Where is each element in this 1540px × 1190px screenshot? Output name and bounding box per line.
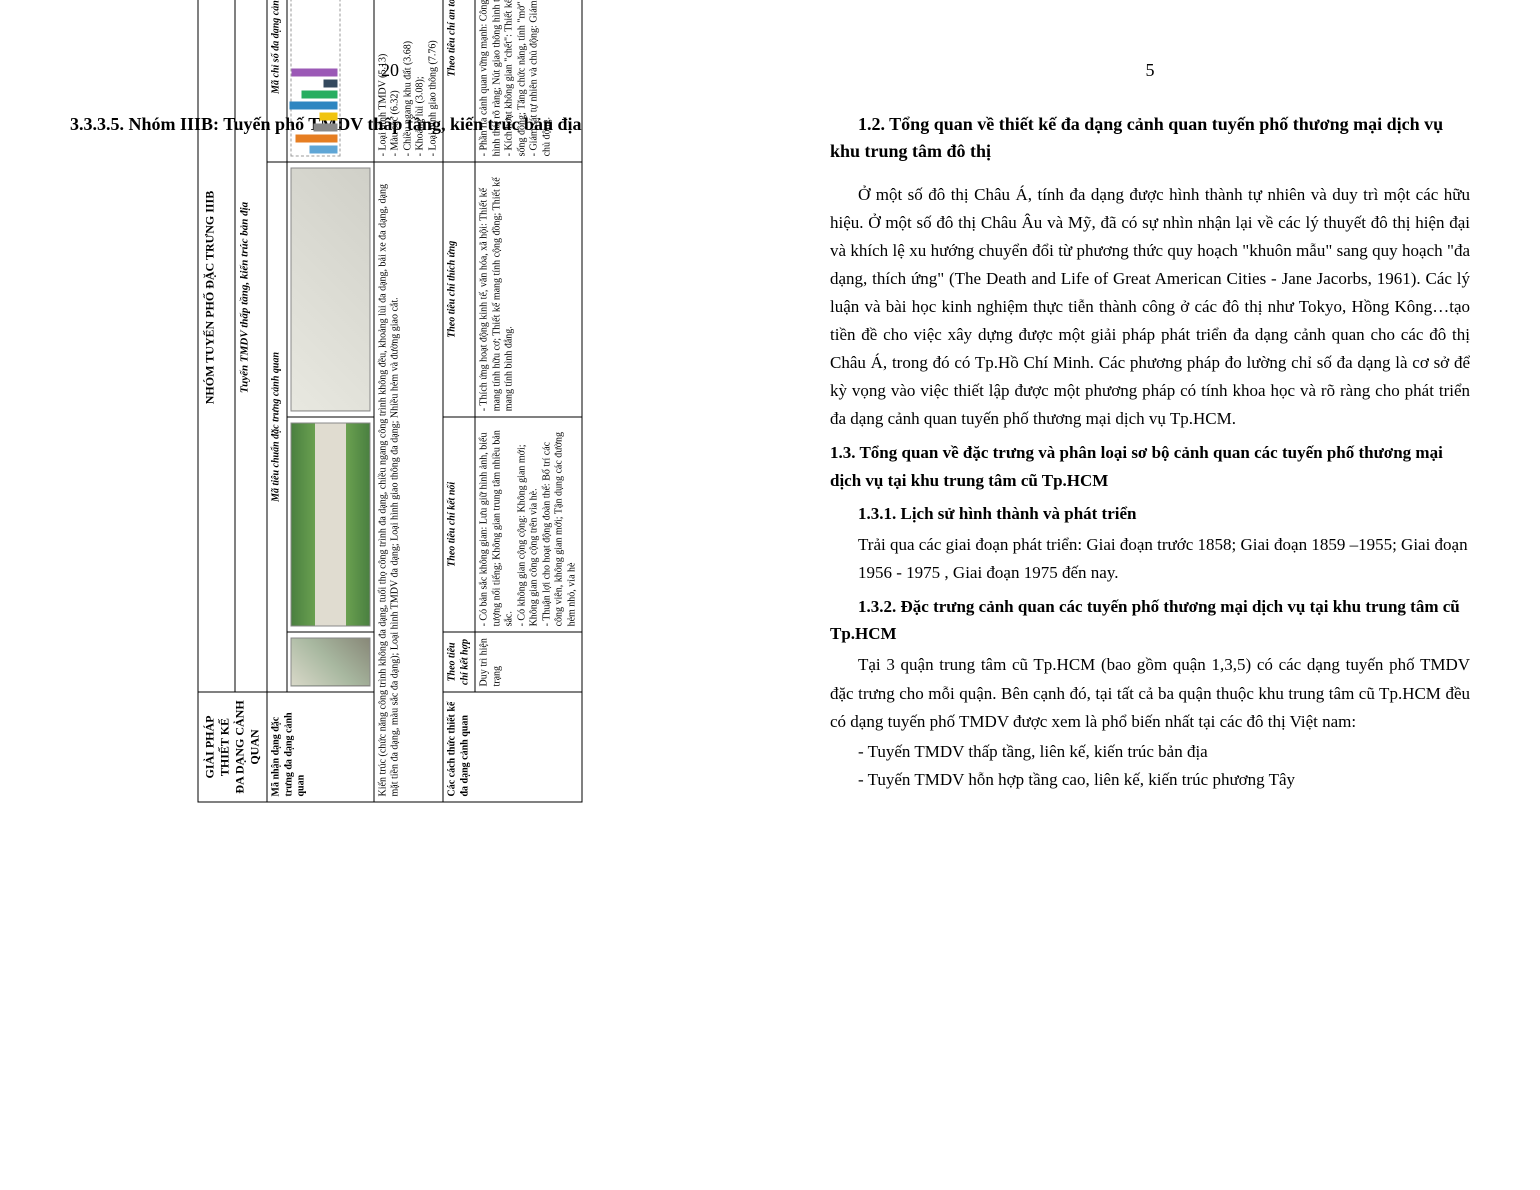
plan-diagram (290, 167, 370, 411)
col1-h: Theo tiêu chí kết hợp (443, 632, 475, 692)
list-item: - Có bản sắc không gian: Lưu giữ hình ản… (479, 422, 517, 626)
row1-label: Mã nhận dạng đặc trưng đa dạng cảnh quan (267, 692, 374, 802)
list-item: - Kích hoạt không gian "chết": Thiết kế … (504, 0, 529, 156)
para-1-2: Ở một số đô thị Châu Á, tính đa dạng đượ… (830, 181, 1470, 433)
col3-h: Theo tiêu chí thích ứng (443, 162, 475, 417)
chart-bar (295, 134, 337, 142)
list-item: - Thuận lợi cho hoạt động đoàn thể: Bố t… (541, 422, 579, 626)
img-cell-2 (287, 417, 374, 632)
list-item: - Chiều ngang khu đất (3.68) (402, 0, 415, 156)
table-header-center-1: NHÓM TUYẾN PHỐ ĐẶC TRƯNG IIIB (198, 0, 235, 692)
list-item: - Loại hình giao thông (7.76) (427, 0, 440, 156)
table-header-left: GIẢI PHÁP THIẾT KẾ ĐA DẠNG CẢNH QUAN (198, 692, 267, 802)
rotated-table-wrapper: GIẢI PHÁP THIẾT KẾ ĐA DẠNG CẢNH QUAN NHÓ… (198, 0, 583, 803)
para-1-3-1: Trải qua các giai đoạn phát triển: Giai … (858, 531, 1470, 587)
list-item: - Khoảng lùi (3.08); (415, 0, 428, 156)
heading-1-3: 1.3. Tổng quan về đặc trưng và phân loại… (830, 439, 1470, 493)
row1-right: Mã chỉ số đa dạng cảnh quan (267, 0, 287, 162)
hdr-left-1: GIẢI PHÁP THIẾT KẾ (203, 697, 233, 798)
row1-mid: Mã tiêu chuẩn đặc trưng cảnh quan (267, 162, 287, 692)
row3-label: Các cách thức thiết kế đa dạng cảnh quan (443, 692, 582, 802)
hdr-left-2: ĐA DẠNG CẢNH QUAN (233, 697, 263, 798)
row2-items: - Loại hình TMDV (5.13)- Màu sắc (6.32)-… (374, 0, 444, 162)
section-diagram (290, 422, 370, 626)
bullet-1: - Tuyến TMDV thấp tầng, liên kế, kiến tr… (830, 738, 1470, 766)
col1-body: Duy trì hiện trạng (475, 632, 582, 692)
chart-bar (291, 68, 337, 76)
list-item: - Giám sát tự nhiên và chủ động: Giám sá… (529, 0, 554, 156)
heading-1-3-2: 1.3.2. Đặc trưng cảnh quan các tuyến phố… (830, 593, 1470, 647)
chart-bar (319, 112, 337, 120)
design-table: GIẢI PHÁP THIẾT KẾ ĐA DẠNG CẢNH QUAN NHÓ… (198, 0, 583, 803)
table-header-center-2: Tuyến TMDV thấp tầng, kiến trúc bản địa (235, 0, 267, 692)
page-number-right: 5 (830, 60, 1470, 81)
col4-h: Theo tiêu chí an toàn (443, 0, 475, 162)
chart-bar (309, 145, 337, 153)
img-cell-1 (287, 632, 374, 692)
col4-body: - Phần rìa cảnh quan vững mạnh: Công trì… (475, 0, 582, 162)
chart-bar (301, 90, 337, 98)
bar-chart (290, 0, 340, 156)
heading-1-2: 1.2. Tổng quan về thiết kế đa dạng cảnh … (830, 111, 1470, 165)
bullet-2: - Tuyến TMDV hỗn hợp tầng cao, liên kế, … (830, 766, 1470, 794)
col2-h: Theo tiêu chí kết nối (443, 417, 475, 632)
chart-bar (313, 123, 337, 131)
para-1-3-2: Tại 3 quận trung tâm cũ Tp.HCM (bao gồm … (830, 651, 1470, 735)
heading-1-3-1: 1.3.1. Lịch sử hình thành và phát triển (830, 500, 1470, 527)
list-item: - Thích ứng hoạt động kinh tế, văn hóa, … (479, 167, 517, 411)
page-right: 5 1.2. Tổng quan về thiết kế đa dạng cản… (780, 20, 1520, 1170)
img-cell-3 (287, 162, 374, 417)
page-left: 20 3.3.3.5. Nhóm IIIB: Tuyến phố TMDV th… (20, 20, 760, 1170)
photo-placeholder (290, 637, 370, 686)
col2-body: - Có bản sắc không gian: Lưu giữ hình ản… (475, 417, 582, 632)
col3-body: - Thích ứng hoạt động kinh tế, văn hóa, … (475, 162, 582, 417)
chart-cell (287, 0, 374, 162)
chart-bar (289, 101, 337, 109)
list-item: - Màu sắc (6.32) (390, 0, 403, 156)
list-item: - Có không gian cộng cộng: Không gian mớ… (516, 422, 541, 626)
chart-bar (323, 79, 337, 87)
list-item: - Phần rìa cảnh quan vững mạnh: Công trì… (479, 0, 504, 156)
row2-text: Kiến trúc (chức năng công trình không đa… (374, 162, 444, 802)
list-item: - Loại hình TMDV (5.13) (377, 0, 390, 156)
